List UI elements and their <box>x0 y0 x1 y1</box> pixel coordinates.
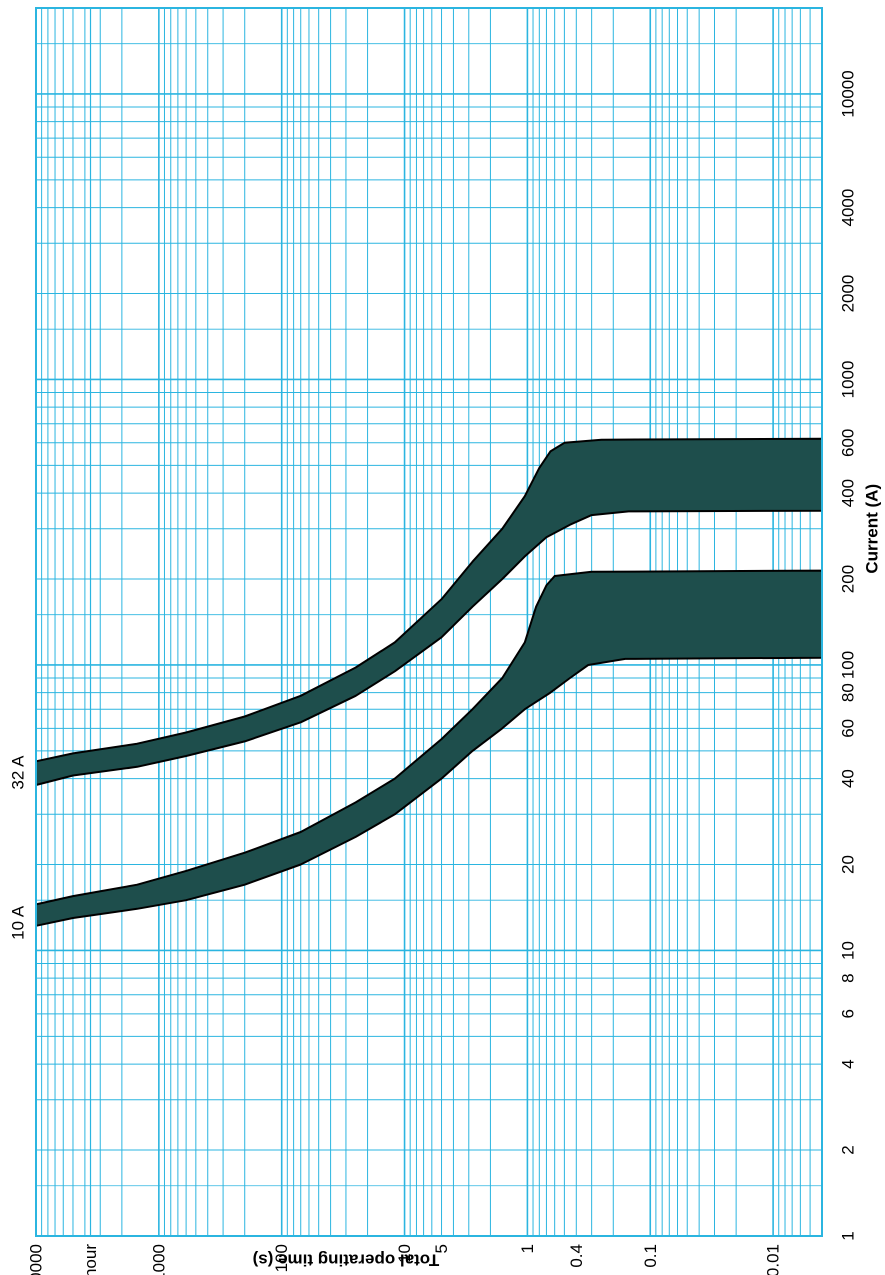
time-tick-label: 0.01 <box>764 1244 783 1275</box>
time-tick-label: 1 <box>518 1244 537 1253</box>
current-tick-label: 8 <box>839 973 858 982</box>
rating-labels: 10 A 32 A <box>9 755 28 940</box>
time-tick-label: 0.4 <box>567 1244 586 1268</box>
rating-label: 10 A <box>9 905 28 940</box>
current-tick-label: 80 <box>839 683 858 702</box>
current-tick-label: 1 <box>839 1231 858 1240</box>
time-tick-label: 100 <box>272 1244 291 1272</box>
time-tick-label: 0.1 <box>641 1244 660 1268</box>
current-tick-label: 200 <box>839 565 858 593</box>
current-tick-labels: 1 2 4 6 8 10 20 40 60 80 100 200 400 600 1000 2000 4000 1… <box>839 70 858 1240</box>
plot-frame <box>35 7 823 1237</box>
time-tick-label: 10000 <box>27 1244 46 1275</box>
current-tick-label: 10 <box>839 941 858 960</box>
time-tick-label: 1 hour <box>81 1244 100 1275</box>
current-tick-label: 2000 <box>839 275 858 313</box>
current-tick-label: 2 <box>839 1145 858 1154</box>
current-tick-label: 400 <box>839 479 858 507</box>
current-tick-label: 60 <box>839 719 858 738</box>
current-tick-label: 4000 <box>839 189 858 227</box>
x-axis-title: Current (A) <box>863 484 882 574</box>
current-tick-label: 6 <box>839 1009 858 1018</box>
time-tick-label: 5 <box>432 1244 451 1253</box>
fuse-bands <box>35 437 823 927</box>
current-tick-label: 100 <box>839 651 858 679</box>
current-tick-label: 40 <box>839 769 858 788</box>
time-tick-label: 1000 <box>149 1244 168 1275</box>
rating-label: 32 A <box>9 755 28 790</box>
current-tick-label: 10000 <box>839 70 858 117</box>
current-tick-label: 1000 <box>839 361 858 399</box>
current-tick-label: 20 <box>839 855 858 874</box>
time-tick-label: 10 <box>395 1244 414 1263</box>
time-tick-labels: 10000 1 hour 1000 100 10 5 1 0.4 0.1 0.01 <box>27 1244 783 1275</box>
y-axis-title: Total operating time (s) <box>253 1251 440 1270</box>
current-tick-label: 600 <box>839 429 858 457</box>
current-tick-label: 4 <box>839 1059 858 1068</box>
